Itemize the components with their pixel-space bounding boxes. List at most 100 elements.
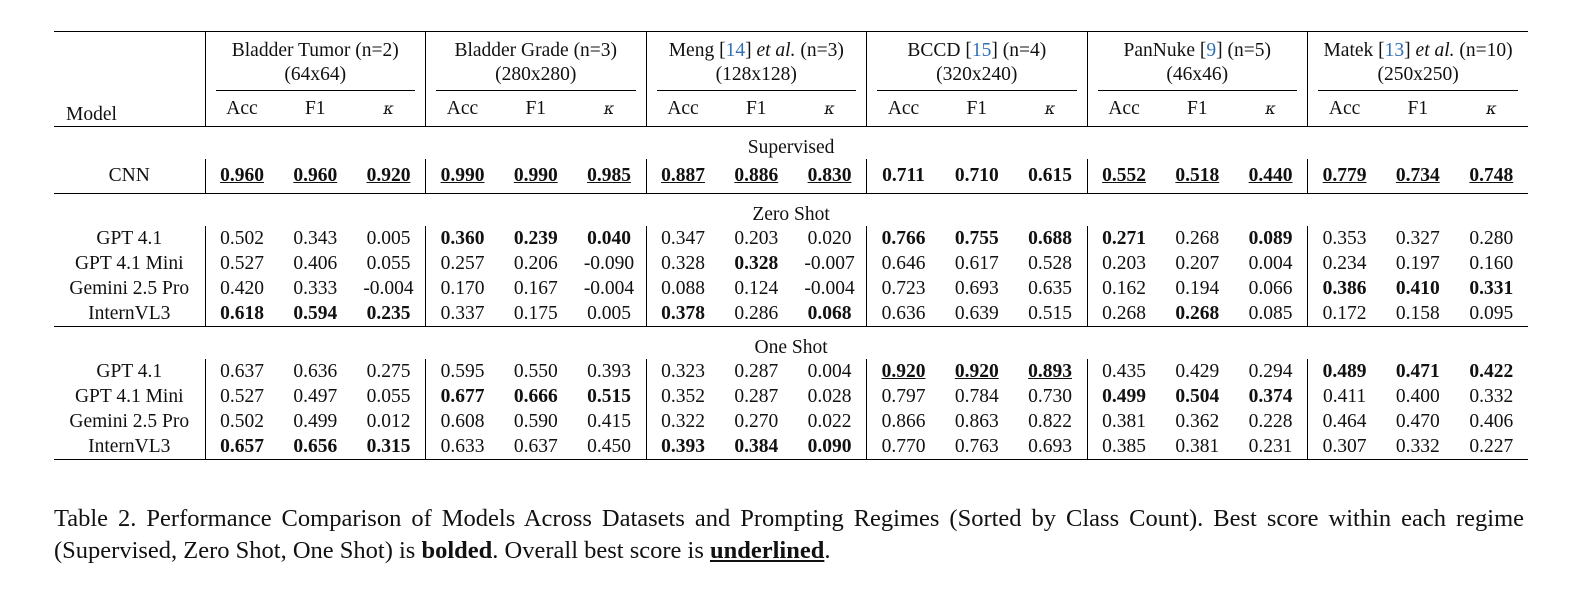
score-value: 0.666 xyxy=(513,385,558,407)
caption-text-2: . Overall best score is xyxy=(492,537,710,564)
score-value: 0.227 xyxy=(1469,435,1514,457)
score-value: 0.194 xyxy=(1175,277,1220,299)
dataset-header: BCCD [15] (n=4) (320x240) xyxy=(866,31,1088,92)
score-value: 0.863 xyxy=(954,410,999,432)
score-cell: 0.435 xyxy=(1086,359,1161,384)
score-value: 0.175 xyxy=(513,302,558,324)
class-count: (n=4) xyxy=(997,40,1047,62)
score-cell: 0.766 xyxy=(866,226,941,251)
score-cell: 0.504 xyxy=(1161,384,1235,409)
metric-header: Acc xyxy=(1086,92,1161,127)
metric-header: Acc xyxy=(204,92,279,127)
score-cell: 0.608 xyxy=(425,409,499,434)
score-cell: 0.960 xyxy=(204,159,279,194)
score-value: 0.464 xyxy=(1322,410,1367,432)
score-value: 0.004 xyxy=(1248,252,1293,274)
score-cell: 0.960 xyxy=(279,159,353,194)
dataset-resolution: (128x128) xyxy=(715,63,797,85)
score-cell: 0.552 xyxy=(1086,159,1161,194)
score-value: 0.170 xyxy=(440,277,485,299)
citation-link[interactable]: 15 xyxy=(971,40,992,62)
score-cell: 0.228 xyxy=(1234,409,1308,434)
score-value: 0.239 xyxy=(513,227,558,249)
metric-header: Acc xyxy=(425,92,499,127)
score-cell: 0.333 xyxy=(279,276,353,301)
score-cell: 0.332 xyxy=(1455,384,1529,409)
score-cell: 0.636 xyxy=(866,301,941,327)
score-cell: 0.657 xyxy=(204,434,279,460)
score-value: 0.730 xyxy=(1028,385,1072,407)
score-value: 0.887 xyxy=(661,165,705,187)
score-cell: 0.550 xyxy=(499,359,573,384)
score-value: 0.723 xyxy=(881,277,926,299)
dataset-resolution: (320x240) xyxy=(936,63,1018,85)
score-cell: 0.734 xyxy=(1381,159,1455,194)
class-count: (n=2) xyxy=(350,40,399,62)
score-cell: 0.429 xyxy=(1161,359,1235,384)
citation-close-bracket: ] xyxy=(1216,40,1223,62)
score-cell: 0.770 xyxy=(866,434,941,460)
score-cell: 0.763 xyxy=(940,434,1014,460)
score-value: 0.005 xyxy=(587,302,631,324)
score-value: 0.022 xyxy=(807,410,852,432)
score-value: 0.270 xyxy=(734,410,779,432)
score-cell: 0.723 xyxy=(866,276,941,301)
score-value: 0.028 xyxy=(807,385,852,407)
score-value: 0.830 xyxy=(807,165,852,187)
class-count: (n=3) xyxy=(568,40,618,62)
score-cell: 0.090 xyxy=(793,434,867,460)
score-cell: 0.360 xyxy=(425,226,499,251)
score-value: 0.307 xyxy=(1322,435,1367,457)
section-title: Zero Shot xyxy=(54,193,1529,226)
score-value: 0.162 xyxy=(1102,277,1146,299)
score-value: 0.893 xyxy=(1028,360,1072,382)
score-cell: 0.693 xyxy=(1014,434,1088,460)
score-cell: 0.635 xyxy=(1014,276,1088,301)
score-value: 0.518 xyxy=(1175,165,1220,187)
score-cell: 0.637 xyxy=(499,434,573,460)
score-cell: 0.022 xyxy=(793,409,867,434)
score-value: 0.055 xyxy=(366,252,411,274)
score-value: 0.322 xyxy=(661,410,705,432)
score-cell: 0.415 xyxy=(573,409,647,434)
score-cell: 0.420 xyxy=(204,276,279,301)
dataset-name: Bladder Grade xyxy=(454,40,569,62)
score-value: 0.990 xyxy=(513,165,558,187)
citation-close-bracket: ] xyxy=(745,40,752,62)
score-cell: 0.239 xyxy=(499,226,573,251)
score-cell: -0.004 xyxy=(352,276,426,301)
score-value: 0.360 xyxy=(440,227,485,249)
metric-header: κ xyxy=(824,99,835,119)
score-value: 0.004 xyxy=(807,360,852,382)
score-cell: 0.410 xyxy=(1381,276,1455,301)
score-value: 0.332 xyxy=(1395,435,1440,457)
metric-header: F1 xyxy=(745,98,767,120)
score-cell: 0.270 xyxy=(720,409,794,434)
score-value: -0.004 xyxy=(583,277,635,299)
dataset-name: Matek xyxy=(1323,40,1379,62)
score-cell: 0.327 xyxy=(1381,226,1455,251)
score-value: 0.374 xyxy=(1248,385,1293,407)
citation-link[interactable]: 13 xyxy=(1384,40,1405,62)
score-cell: 0.280 xyxy=(1455,226,1529,251)
score-value: 0.415 xyxy=(587,410,631,432)
citation-open-bracket: [ xyxy=(719,40,726,62)
results-table: Bladder Tumor (n=2) (64x64) Bladder Grade … xyxy=(54,31,1529,460)
dataset-name-line: Matek [13] et al. (n=10) xyxy=(1318,39,1518,62)
citation-link[interactable]: 14 xyxy=(725,40,746,62)
score-cell: 0.710 xyxy=(940,159,1014,194)
score-cell: 0.337 xyxy=(425,301,499,327)
table-row: GPT 4.1 Mini 0.527 0.406 0.055 0.257 0.206 -0.… xyxy=(54,251,1528,276)
class-count: (n=3) xyxy=(795,40,844,62)
citation-link[interactable]: 9 xyxy=(1206,40,1217,62)
score-cell: 0.374 xyxy=(1234,384,1308,409)
score-cell: 0.527 xyxy=(204,384,279,409)
citation-open-bracket: [ xyxy=(1378,40,1385,62)
score-cell: 0.328 xyxy=(720,251,794,276)
score-value: 0.595 xyxy=(440,360,485,382)
score-value: 0.637 xyxy=(513,435,558,457)
score-value: 0.677 xyxy=(440,385,485,407)
score-value: 0.502 xyxy=(220,410,264,432)
score-value: 0.617 xyxy=(954,252,999,274)
score-cell: 0.515 xyxy=(573,384,647,409)
